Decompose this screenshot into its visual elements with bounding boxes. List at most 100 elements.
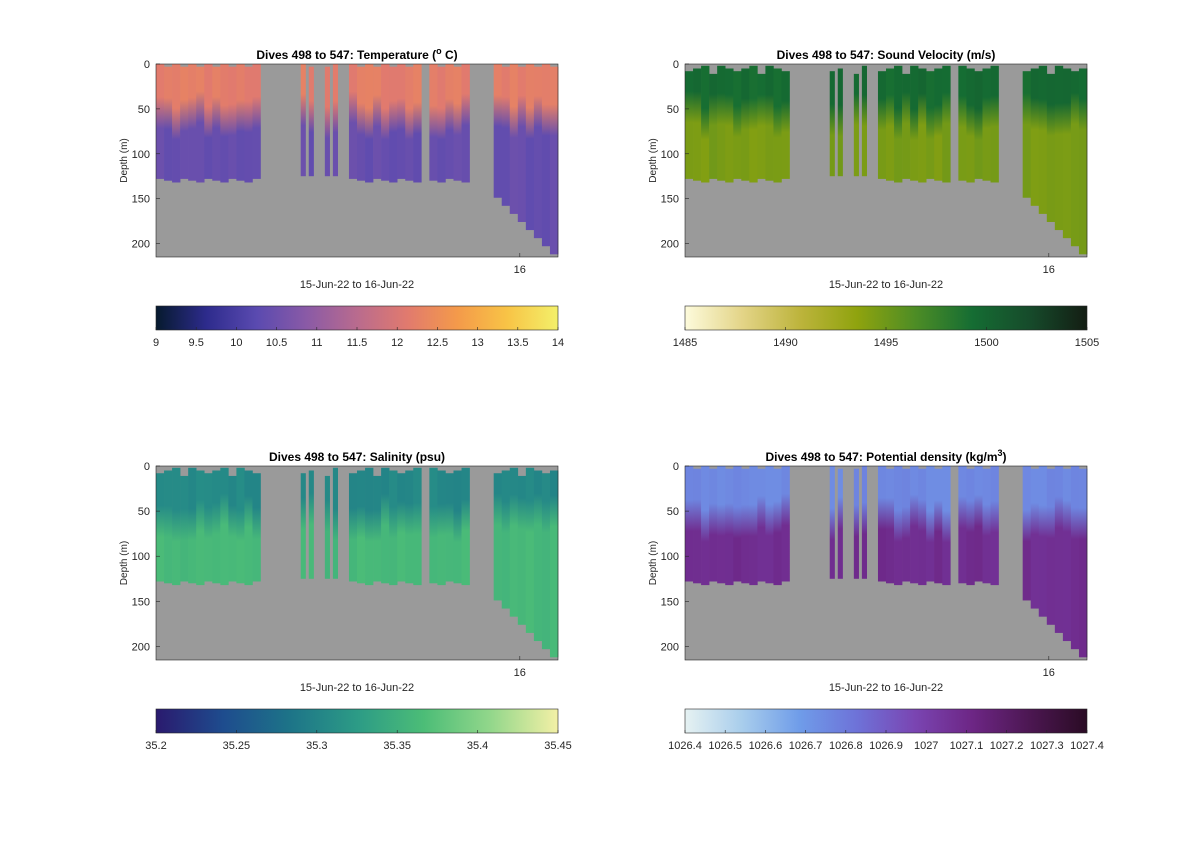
data-column bbox=[982, 468, 991, 584]
data-column bbox=[509, 64, 519, 214]
y-axis-label: Depth (m) bbox=[119, 138, 130, 182]
data-column bbox=[1070, 71, 1080, 247]
data-column bbox=[348, 64, 358, 179]
colorbar-tick-label: 11 bbox=[311, 337, 322, 349]
axes-frame bbox=[155, 63, 559, 258]
x-tick-label: 16 bbox=[514, 264, 526, 276]
data-column bbox=[877, 71, 887, 179]
data-column bbox=[910, 65, 919, 181]
y-tick-label: 200 bbox=[132, 641, 150, 653]
data-column bbox=[397, 64, 406, 179]
x-axis-label: 15-Jun-22 to 16-Jun-22 bbox=[300, 279, 414, 291]
data-column bbox=[837, 68, 843, 177]
data-column bbox=[332, 64, 339, 177]
data-column bbox=[717, 466, 726, 584]
data-column bbox=[781, 466, 790, 582]
data-column bbox=[837, 468, 843, 579]
data-column bbox=[541, 64, 551, 247]
data-column bbox=[533, 66, 543, 239]
chart-title: Dives 498 to 547: Temperature (o C) bbox=[256, 46, 457, 62]
data-column bbox=[717, 65, 726, 181]
data-column bbox=[236, 467, 245, 584]
data-column bbox=[332, 467, 339, 579]
data-column bbox=[180, 475, 189, 582]
data-column bbox=[918, 468, 927, 586]
data-column bbox=[461, 467, 470, 586]
data-column bbox=[861, 65, 868, 177]
y-tick-label: 50 bbox=[138, 506, 150, 518]
colorbar-tick-label: 11.5 bbox=[347, 337, 368, 349]
data-column bbox=[741, 68, 750, 181]
colorbar-tick-label: 1026.7 bbox=[789, 740, 823, 752]
data-column bbox=[549, 470, 559, 658]
data-column bbox=[733, 466, 742, 582]
data-column bbox=[381, 64, 390, 181]
data-column bbox=[765, 466, 774, 584]
data-column bbox=[212, 470, 221, 584]
data-column bbox=[389, 66, 398, 183]
colorbar-tick-label: 35.25 bbox=[223, 740, 251, 752]
data-column bbox=[453, 470, 462, 584]
y-tick-label: 100 bbox=[661, 551, 679, 563]
colorbar-tick-label: 12.5 bbox=[427, 337, 448, 349]
panel-salinity: 0 50 100 150 200 16 Depth (m) 15-Jun-22 to 16-J… bbox=[119, 450, 572, 752]
y-tick-label: 200 bbox=[132, 239, 150, 251]
data-column bbox=[220, 64, 229, 183]
title-text: Dives 498 to 547: Salinity (psu) bbox=[269, 450, 445, 464]
axes-frame bbox=[684, 63, 1088, 258]
data-column bbox=[934, 468, 943, 584]
data-column bbox=[934, 68, 943, 181]
data-column bbox=[781, 71, 790, 179]
data-column bbox=[501, 66, 511, 206]
data-column bbox=[853, 73, 859, 177]
colorbar-tick-label: 1027.4 bbox=[1070, 740, 1104, 752]
data-column bbox=[549, 66, 559, 255]
data-column bbox=[773, 468, 782, 586]
data-column bbox=[252, 64, 261, 179]
data-column bbox=[902, 468, 911, 582]
data-column bbox=[725, 68, 734, 183]
y-axis-label: Depth (m) bbox=[648, 138, 659, 182]
colorbar bbox=[684, 708, 1088, 734]
data-column bbox=[765, 65, 774, 181]
data-column bbox=[918, 68, 927, 183]
data-column bbox=[188, 467, 197, 584]
title-text: Dives 498 to 547: Sound Velocity (m/s) bbox=[777, 48, 996, 62]
y-axis-label: Depth (m) bbox=[119, 541, 130, 585]
colorbar-tick-label: 1027 bbox=[914, 740, 938, 752]
data-column bbox=[1030, 468, 1040, 609]
data-column bbox=[1078, 68, 1088, 255]
chart-title: Dives 498 to 547: Potential density (kg/… bbox=[765, 448, 1006, 464]
axes-frame bbox=[684, 465, 1088, 661]
colorbar-tick-label: 1026.6 bbox=[749, 740, 783, 752]
colorbar-tick-label: 1495 bbox=[874, 337, 898, 349]
data-column bbox=[389, 470, 398, 586]
data-column bbox=[1038, 466, 1048, 617]
colorbar-tick-label: 1026.8 bbox=[829, 740, 863, 752]
data-column bbox=[877, 466, 887, 582]
colorbar-tick-label: 1026.5 bbox=[708, 740, 742, 752]
data-column bbox=[1030, 68, 1040, 206]
data-column bbox=[533, 470, 543, 642]
data-column bbox=[749, 466, 758, 586]
data-column bbox=[204, 473, 213, 582]
y-tick-label: 150 bbox=[661, 194, 679, 206]
data-column bbox=[1054, 466, 1064, 633]
data-column bbox=[709, 73, 718, 179]
data-column bbox=[373, 66, 382, 179]
data-column bbox=[886, 68, 895, 181]
data-column bbox=[894, 466, 903, 586]
colorbar-tick-label: 35.2 bbox=[145, 740, 166, 752]
data-column bbox=[958, 65, 967, 181]
data-column bbox=[966, 68, 975, 183]
data-column bbox=[164, 66, 173, 181]
data-column bbox=[188, 64, 197, 181]
x-tick-label: 16 bbox=[1043, 264, 1055, 276]
data-column bbox=[541, 473, 551, 650]
data-column bbox=[156, 64, 165, 179]
data-column bbox=[1054, 65, 1064, 231]
axes-frame bbox=[155, 465, 559, 661]
data-column bbox=[982, 68, 991, 181]
data-column bbox=[405, 66, 414, 181]
data-column bbox=[1070, 466, 1080, 650]
